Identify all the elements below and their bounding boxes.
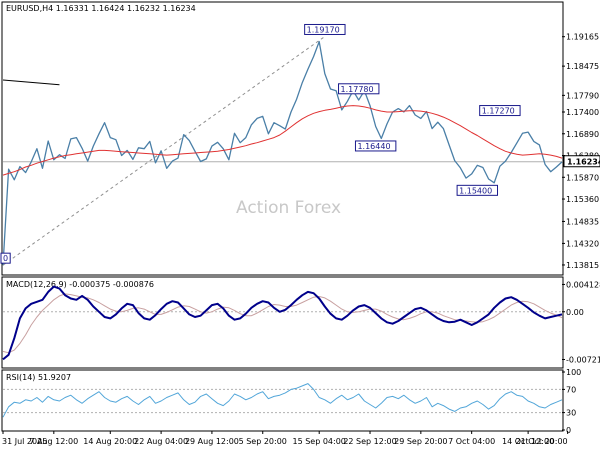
rsi-line xyxy=(2,383,563,418)
current-price-label: 1.16234 xyxy=(567,158,600,167)
x-tick-label: 5 Sep 20:00 xyxy=(239,437,287,446)
rsi-axis-tick-label: 0 xyxy=(566,426,571,435)
price-axis-tick-label: 1.17400 xyxy=(566,108,599,117)
x-tick-label: 14 Oct 12:00 xyxy=(502,437,554,446)
price-marker-label: 0 xyxy=(3,254,8,263)
macd-axis-tick-label: 0.004128 xyxy=(566,280,600,289)
x-tick-label: 31 Jul 2025 xyxy=(2,437,47,446)
rsi-axis-tick-label: 30 xyxy=(566,409,576,418)
price-marker-box xyxy=(0,252,11,264)
rsi-panel-title: RSI(14) 51.9207 xyxy=(6,373,71,382)
x-tick-label: 7 Oct 04:00 xyxy=(448,437,495,446)
x-tick-label: 15 Sep 04:00 xyxy=(292,437,345,446)
macd-signal-line xyxy=(2,293,563,354)
macd-axis-tick-label: -0.007216 xyxy=(566,355,600,364)
macd-axis-tick-label: 0.00 xyxy=(566,308,584,317)
macd-panel-frame xyxy=(1,276,564,369)
price-axis-tick-label: 1.14320 xyxy=(566,239,599,248)
x-tick-label: 21 Oct 20:00 xyxy=(515,437,567,446)
macd-line xyxy=(2,285,563,361)
x-tick-label: 22 Sep 12:00 xyxy=(343,437,396,446)
price-axis-tick-label: 1.19165 xyxy=(566,33,599,42)
price-axis-tick-label: 1.13815 xyxy=(566,261,599,270)
price-marker-box xyxy=(338,83,380,95)
price-series-line xyxy=(2,40,563,266)
x-tick-label: 22 Aug 04:00 xyxy=(134,437,188,446)
price-panel-frame xyxy=(1,1,564,276)
rsi-axis-tick-label: 100 xyxy=(566,368,581,377)
macd-panel-title: MACD(12,26,9) -0.000375 -0.000876 xyxy=(6,280,154,289)
price-layer: 1.19170 1.17780 1.16440 1.17270 1.15400 0 1.19… xyxy=(0,23,600,270)
price-marker-label: 1.17780 xyxy=(341,85,374,94)
price-marker-label: 1.17270 xyxy=(482,107,515,116)
moving-average-line xyxy=(2,105,563,176)
price-marker-box xyxy=(354,140,397,152)
price-axis-tick-label: 1.15360 xyxy=(566,195,599,204)
price-marker-label: 1.16440 xyxy=(357,142,390,151)
price-axis-tick-label: 1.14835 xyxy=(566,217,599,226)
x-tick-label: 29 Sep 20:00 xyxy=(394,437,447,446)
price-marker-box xyxy=(456,184,499,196)
rsi-axis-tick-label: 70 xyxy=(566,385,576,394)
x-tick-label: 29 Aug 12:00 xyxy=(185,437,239,446)
price-panel-title: EURUSD,H4 1.16331 1.16424 1.16232 1.1623… xyxy=(6,4,196,13)
price-marker-box xyxy=(304,23,346,35)
price-marker-label: 1.19170 xyxy=(307,25,340,34)
drawn-line xyxy=(2,79,60,86)
watermark: Action Forex xyxy=(236,198,341,218)
rsi-panel-frame xyxy=(1,369,564,432)
price-axis-tick-label: 1.18475 xyxy=(566,62,599,71)
price-axis-tick-label: 1.17790 xyxy=(566,91,599,100)
current-price-box xyxy=(563,155,600,168)
rsi-layer: 100 70 30 0 xyxy=(2,368,581,435)
x-tick-label: 14 Aug 20:00 xyxy=(83,437,137,446)
price-axis-tick-label: 1.16890 xyxy=(566,130,599,139)
price-axis-tick-label: 1.15870 xyxy=(566,173,599,182)
x-tick-label: 7 Aug 12:00 xyxy=(29,437,78,446)
macd-layer: 0.004128 0.00 -0.007216 xyxy=(2,280,600,364)
price-marker-label: 1.15400 xyxy=(459,186,492,195)
price-marker-box xyxy=(479,105,521,117)
